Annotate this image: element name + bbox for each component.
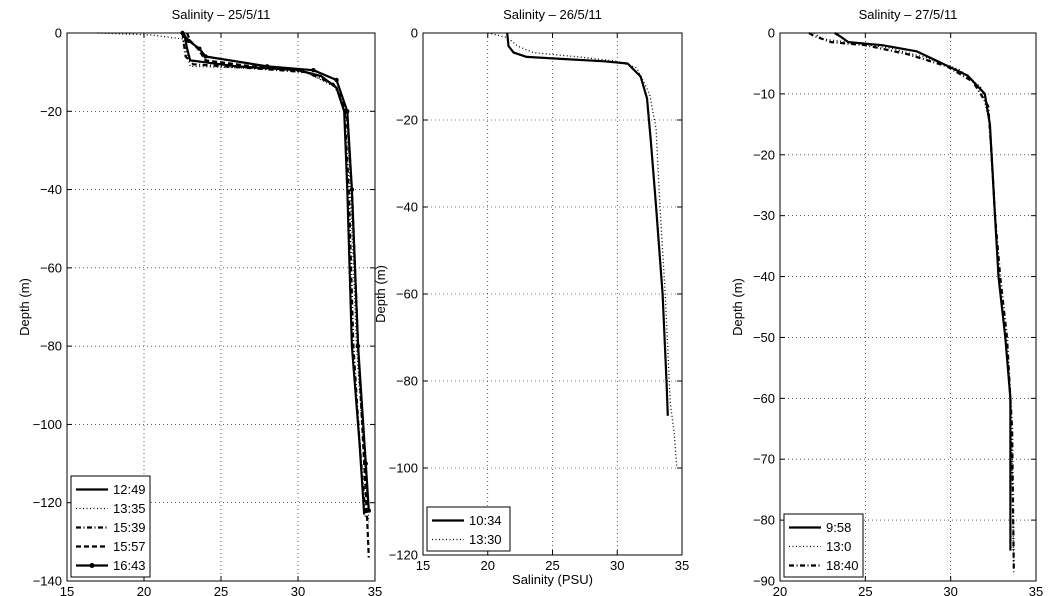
series-line-15-39: [181, 32, 367, 519]
y-tick-label: −80: [396, 374, 418, 389]
chart-panel-2: 15 20 25 30 35 −120 −100 −80 −60 −40 −20 0 Salinity …: [373, 7, 689, 587]
y-tick-label: −40: [40, 182, 62, 197]
legend: 12:49 13:35 15:39 15:57 16:43: [70, 475, 151, 578]
x-tick-label: 25: [214, 584, 228, 596]
legend-label: 10:34: [469, 513, 502, 528]
y-tick-label: −100: [389, 461, 418, 476]
legend-label: 18:40: [826, 558, 859, 573]
series-marker: [265, 64, 270, 69]
series-marker: [345, 109, 350, 114]
series-line-13-0: [813, 32, 1015, 575]
series-marker: [355, 343, 361, 349]
series-marker: [334, 77, 339, 83]
y-tick-label: 0: [55, 26, 62, 41]
legend-label: 12:49: [113, 482, 146, 497]
x-tick-label: 30: [943, 584, 957, 596]
series-marker: [203, 54, 208, 59]
series-marker: [349, 187, 355, 192]
series-marker: [186, 38, 191, 44]
y-tick-label: −40: [753, 269, 775, 284]
y-tick-label: 0: [768, 26, 775, 41]
plot-frame: [779, 32, 1037, 582]
series-line-16-43: [181, 32, 370, 511]
series-marker: [197, 46, 202, 51]
series-line-9-58: [834, 32, 1012, 551]
y-tick-label: −20: [396, 113, 418, 128]
x-tick-label: 20: [481, 558, 495, 573]
x-tick-label: 20: [773, 584, 787, 596]
series-line-12-49: [182, 32, 366, 515]
legend: 9:58 13:0 18:40: [783, 513, 864, 578]
y-tick-label: 0: [411, 26, 418, 41]
y-tick-label: −40: [396, 200, 418, 215]
y-tick-label: −20: [753, 147, 775, 162]
y-tick-label: −120: [33, 495, 62, 510]
y-tick-label: −30: [753, 208, 775, 223]
series-line-10-34: [506, 32, 669, 416]
legend-label: 15:39: [113, 520, 146, 535]
legend-label: 13:35: [113, 501, 146, 516]
x-tick-label: 35: [675, 558, 689, 573]
legend: 10:34 13:30: [426, 506, 511, 552]
y-tick-label: −20: [40, 104, 62, 119]
legend-label: 13:0: [826, 539, 851, 554]
legend-box: [426, 506, 511, 552]
x-tick-label: 15: [416, 558, 430, 573]
y-tick-label: −70: [753, 452, 775, 467]
y-tick-label: −60: [396, 287, 418, 302]
x-tick-label: 30: [610, 558, 624, 573]
chart-title: Salinity – 26/5/11: [503, 7, 602, 22]
legend-label: 13:30: [469, 532, 502, 547]
legend-marker: [89, 563, 95, 568]
y-tick-label: −90: [753, 574, 775, 589]
y-tick-label: −140: [33, 574, 62, 589]
x-tick-label: 35: [1029, 584, 1043, 596]
chart-panel-3: 20 25 30 35 −90 −80 −70 −60 −50 −40 −30 −20 −10 0 Sali…: [730, 7, 1043, 596]
x-tick-label: 20: [137, 584, 151, 596]
x-tick-label: 25: [858, 584, 872, 596]
chart-panel-1: 15 20 25 30 35 −140 −120 −100 −80 −60 −40 −20 0 Salin…: [17, 7, 382, 596]
chart-title: Salinity – 27/5/11: [859, 7, 958, 22]
y-tick-label: −80: [40, 339, 62, 354]
x-tick-label: 15: [60, 584, 74, 596]
series-marker: [180, 30, 185, 36]
y-tick-label: −100: [33, 417, 62, 432]
x-axis-label: Salinity (PSU): [512, 572, 593, 587]
legend-label: 16:43: [113, 558, 146, 573]
legend-label: 9:58: [826, 520, 851, 535]
series-line-13-35: [97, 32, 370, 523]
y-tick-label: −50: [753, 330, 775, 345]
y-axis-label: Depth (m): [373, 265, 388, 323]
y-axis-label: Depth (m): [17, 278, 32, 336]
chart-title: Salinity – 25/5/11: [172, 7, 271, 22]
y-tick-label: −120: [389, 548, 418, 563]
series-line-18-40: [808, 32, 1015, 569]
series-marker: [311, 67, 316, 73]
x-tick-label: 35: [368, 584, 382, 596]
x-tick-label: 30: [291, 584, 305, 596]
y-tick-label: −80: [753, 513, 775, 528]
series-line-13-30: [487, 32, 678, 469]
y-axis-label: Depth (m): [730, 278, 745, 336]
y-tick-label: −60: [753, 391, 775, 406]
legend-label: 15:57: [113, 539, 146, 554]
series-line-15-57: [186, 32, 370, 558]
x-tick-label: 25: [545, 558, 559, 573]
y-tick-label: −10: [753, 86, 775, 101]
y-tick-label: −60: [40, 260, 62, 275]
series-marker: [363, 461, 368, 466]
series-marker: [366, 508, 372, 513]
